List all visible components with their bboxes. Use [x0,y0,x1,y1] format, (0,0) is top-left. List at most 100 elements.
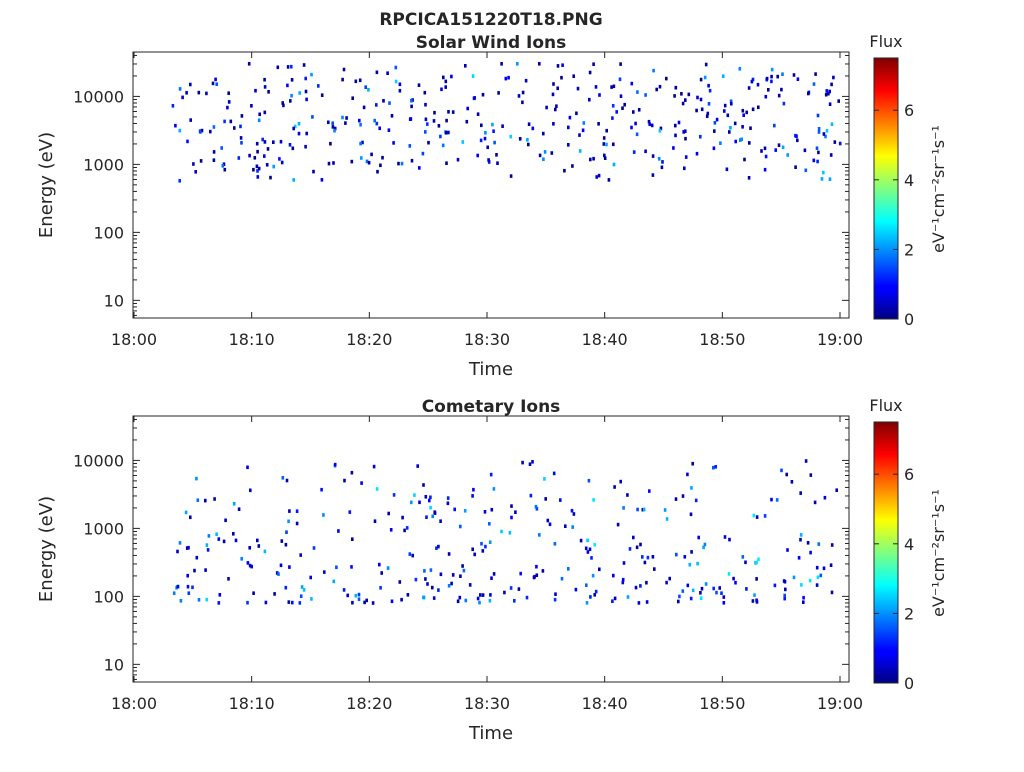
data-cell [403,528,406,533]
data-cell [517,94,521,98]
data-cell [200,128,204,133]
data-cell [531,126,535,131]
data-cell [755,515,759,519]
data-cell [299,553,302,557]
data-cell [333,462,337,467]
data-cell [550,151,554,155]
data-cell [544,497,547,501]
data-cell [691,588,695,593]
data-cell [763,146,767,151]
data-cell [424,117,428,122]
data-cell [707,102,711,106]
data-cell [756,82,760,87]
data-cell [456,599,460,604]
data-cell [439,572,443,577]
data-cell [630,81,634,86]
data-cell [495,153,498,157]
data-cell [827,91,830,96]
data-cell [375,121,379,126]
data-cell [538,153,542,158]
data-cell [392,493,396,497]
data-cell [825,129,829,133]
data-cell [741,108,745,113]
data-cell [199,159,203,163]
data-cell [683,166,686,171]
data-cell [764,154,768,159]
data-cell [751,77,755,82]
data-cell [256,169,259,173]
data-cell [425,515,428,519]
data-cell [461,140,465,144]
data-cell [227,91,230,95]
x-tick-label: 19:00 [817,694,863,713]
data-cell [382,99,385,103]
data-cell [447,130,450,135]
data-cell [699,591,702,595]
data-cell [729,126,732,130]
data-cell [312,546,316,550]
colorbar-title: Flux [869,396,902,415]
data-cell [650,123,654,128]
data-cell [678,594,681,599]
data-cell [305,131,308,136]
data-cell [755,560,758,565]
data-cell [227,577,230,581]
data-cell [672,146,675,150]
data-cell [227,100,231,104]
data-cell [423,90,427,95]
data-cell [261,137,264,142]
panel-solar-wind: Solar Wind Ions 18:00 18:10 18:20 18:30 18:4… [36,32,948,380]
data-cell [343,478,346,483]
data-cell [464,598,468,603]
data-cell [675,552,678,557]
data-cell [584,546,588,551]
data-cell [450,74,453,79]
data-cell [574,587,578,592]
data-cell [473,552,476,557]
data-cell [431,514,434,519]
figure-title: RPCICA151220T18.PNG [379,10,602,30]
panel-cometary: Cometary Ions 18:00 18:10 18:20 18:30 18:40 1… [36,396,948,744]
data-cell [445,118,448,123]
colorbar-tick-label: 0 [904,674,914,693]
data-cell [646,555,650,560]
data-cell [461,564,464,568]
data-cell [777,143,781,147]
data-cell [439,134,442,139]
data-cell [812,158,816,163]
data-cell [250,564,253,569]
data-cell [587,478,591,483]
data-cell [388,101,391,105]
data-cell [481,549,485,553]
data-cell [327,120,330,125]
data-cell [248,153,251,158]
data-cell [205,91,208,96]
data-cell [320,487,323,492]
data-cell [636,507,639,512]
data-cell [492,487,496,491]
data-cell [432,119,436,123]
data-cell [651,154,655,158]
data-cell [312,169,315,174]
data-cell [365,159,369,164]
y-tick-label: 100 [93,587,124,606]
data-cell [491,122,494,127]
data-cell [234,538,238,543]
data-cell [817,130,821,134]
data-cell [277,572,280,576]
data-cell [775,498,779,502]
data-cell [563,168,566,173]
data-cell [814,72,817,76]
data-cell [298,91,301,95]
data-cell [592,156,595,161]
data-cell [822,170,825,175]
data-cell [289,99,292,103]
data-cell [248,546,251,550]
data-cell [389,528,393,532]
data-cell [616,522,620,527]
data-cell [582,121,586,125]
data-cell [358,118,361,123]
data-cell [493,140,496,145]
data-cell [476,596,480,601]
